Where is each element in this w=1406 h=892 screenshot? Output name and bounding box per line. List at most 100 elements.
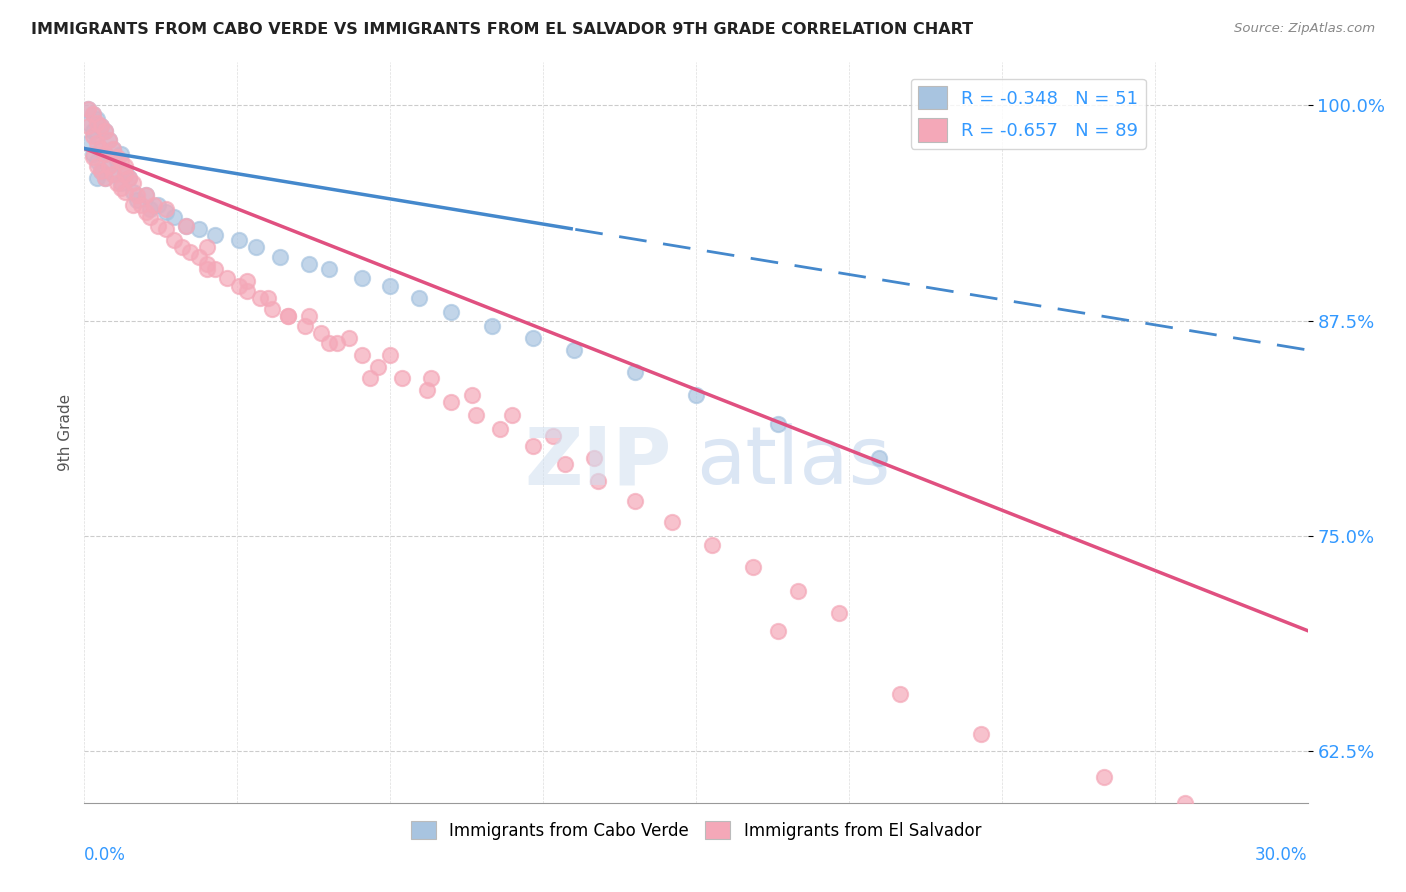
Text: Source: ZipAtlas.com: Source: ZipAtlas.com: [1234, 22, 1375, 36]
Point: [179, 244, 201, 259]
Point: [326, 336, 349, 351]
Point: [105, 153, 128, 168]
Point: [294, 318, 316, 333]
Point: [380, 348, 402, 362]
Point: [155, 222, 177, 236]
Point: [86, 129, 108, 144]
Point: [114, 185, 136, 199]
Point: [195, 240, 218, 254]
Point: [195, 262, 218, 277]
Point: [97, 133, 120, 147]
Point: [82, 146, 104, 161]
Point: [77, 102, 100, 116]
Point: [146, 219, 169, 233]
Point: [702, 537, 724, 551]
Point: [269, 250, 291, 264]
Point: [889, 687, 911, 701]
Point: [135, 188, 157, 202]
Point: [82, 129, 104, 144]
Point: [93, 146, 115, 161]
Text: atlas: atlas: [696, 423, 890, 501]
Text: 0.0%: 0.0%: [84, 846, 127, 863]
Point: [135, 188, 157, 202]
Point: [440, 394, 463, 409]
Point: [380, 279, 402, 293]
Point: [93, 146, 115, 161]
Point: [82, 124, 104, 138]
Point: [77, 119, 100, 133]
Point: [146, 198, 169, 212]
Point: [118, 170, 141, 185]
Point: [105, 150, 128, 164]
Point: [228, 279, 250, 293]
Point: [86, 170, 108, 185]
Point: [90, 119, 112, 133]
Point: [420, 370, 443, 384]
Point: [77, 102, 100, 116]
Point: [204, 227, 226, 242]
Text: 30.0%: 30.0%: [1256, 846, 1308, 863]
Point: [90, 142, 112, 156]
Point: [318, 336, 340, 351]
Point: [105, 176, 128, 190]
Point: [661, 515, 683, 529]
Point: [90, 142, 112, 156]
Point: [114, 167, 136, 181]
Point: [93, 170, 115, 185]
Point: [90, 119, 112, 133]
Point: [142, 198, 165, 212]
Point: [350, 348, 373, 362]
Point: [90, 164, 112, 178]
Point: [93, 124, 115, 138]
Point: [174, 219, 197, 233]
Point: [86, 153, 108, 168]
Point: [624, 365, 647, 379]
Point: [195, 257, 218, 271]
Point: [228, 233, 250, 247]
Point: [163, 211, 186, 225]
Point: [522, 439, 544, 453]
Point: [86, 116, 108, 130]
Point: [90, 164, 112, 178]
Point: [101, 167, 124, 181]
Point: [257, 291, 280, 305]
Point: [110, 176, 132, 190]
Point: [543, 429, 565, 443]
Point: [97, 133, 120, 147]
Point: [236, 274, 259, 288]
Point: [277, 309, 299, 323]
Legend: Immigrants from Cabo Verde, Immigrants from El Salvador: Immigrants from Cabo Verde, Immigrants f…: [404, 814, 988, 847]
Point: [122, 176, 145, 190]
Point: [489, 422, 512, 436]
Point: [408, 291, 430, 305]
Point: [350, 270, 373, 285]
Point: [174, 219, 197, 233]
Point: [277, 309, 299, 323]
Point: [110, 153, 132, 168]
Point: [93, 170, 115, 185]
Point: [138, 202, 160, 216]
Point: [1092, 770, 1115, 784]
Point: [1174, 796, 1197, 810]
Point: [416, 383, 439, 397]
Point: [461, 388, 484, 402]
Point: [562, 343, 585, 357]
Point: [260, 301, 283, 316]
Point: [501, 409, 523, 423]
Point: [131, 198, 153, 212]
Point: [187, 222, 209, 236]
Point: [110, 181, 132, 195]
Point: [367, 360, 389, 375]
Point: [582, 451, 605, 466]
Point: [155, 205, 177, 219]
Point: [391, 370, 413, 384]
Point: [82, 107, 104, 121]
Point: [97, 159, 120, 173]
Point: [77, 116, 100, 130]
Point: [127, 188, 149, 202]
Point: [82, 150, 104, 164]
Point: [481, 318, 503, 333]
Point: [86, 112, 108, 127]
Point: [742, 560, 765, 574]
Point: [101, 142, 124, 156]
